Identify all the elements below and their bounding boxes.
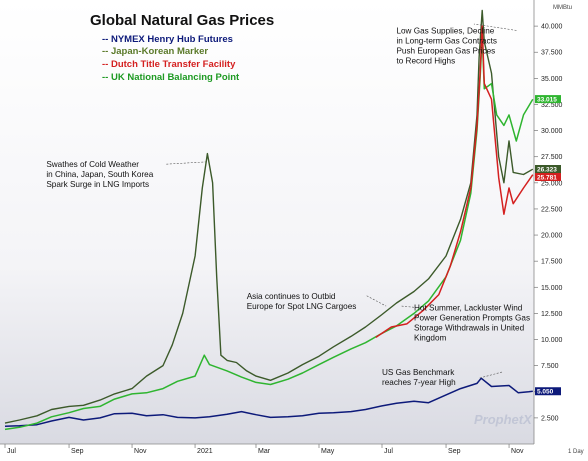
y-tick-label: 32.500 bbox=[541, 102, 563, 109]
y-tick-label: 40.000 bbox=[541, 24, 563, 31]
y-tick-label: 10.000 bbox=[541, 337, 563, 344]
series-line-japan-korean-marker bbox=[4, 9, 534, 424]
y-tick-label: 25.000 bbox=[541, 180, 563, 187]
annotation-text: Storage Withdrawals in United bbox=[414, 323, 525, 332]
x-tick-label: May bbox=[321, 448, 335, 455]
x-tick-label: Sep bbox=[448, 448, 461, 455]
annotation-text: Power Generation Prompts Gas bbox=[414, 313, 530, 322]
legend-ttf: -- Dutch Title Transfer Facility bbox=[102, 59, 236, 70]
last-value-badge bbox=[535, 95, 561, 104]
y-tick-label: 2.500 bbox=[541, 415, 559, 422]
y-tick-label: 7.500 bbox=[541, 363, 559, 370]
x-tick-label: Jul bbox=[384, 448, 393, 455]
legend-nbp: -- UK National Balancing Point bbox=[102, 72, 240, 83]
y-tick-label: 30.000 bbox=[541, 128, 563, 135]
annotation-text: reaches 7-year High bbox=[382, 378, 456, 387]
watermark: ProphetX bbox=[474, 412, 533, 427]
last-value-text: 25.781 bbox=[537, 174, 557, 181]
series-lines bbox=[4, 9, 534, 431]
right-axis-panel bbox=[534, 0, 588, 456]
y-tick-label: 17.500 bbox=[541, 259, 563, 266]
annotation-arrow bbox=[473, 23, 517, 31]
plot-background bbox=[0, 0, 534, 444]
annotation-text: Spark Surge in LNG Imports bbox=[46, 180, 149, 189]
series-line-uk-national-balancing-point bbox=[4, 35, 534, 431]
series-line-nymex-henry-hub-futures bbox=[4, 377, 533, 427]
y-tick-label: 35.000 bbox=[541, 76, 563, 83]
x-tick-label: 2021 bbox=[197, 448, 213, 455]
annotation-arrow bbox=[166, 161, 206, 165]
legend-jkm: -- Japan-Korean Marker bbox=[102, 46, 208, 57]
y-tick-label: 12.500 bbox=[541, 311, 563, 318]
annotation-text: Push European Gas Prices bbox=[396, 46, 495, 55]
interval-label: 1 Day bbox=[568, 449, 584, 455]
annotation-arrow bbox=[479, 371, 503, 379]
last-value-badge bbox=[535, 387, 561, 396]
series-line-dutch-title-transfer-facility bbox=[375, 25, 534, 339]
last-value-text: 33.015 bbox=[537, 96, 557, 103]
x-tick-label: Nov bbox=[511, 448, 524, 455]
annotation-text: Kingdom bbox=[414, 333, 446, 342]
legend-nymex: -- NYMEX Henry Hub Futures bbox=[102, 34, 233, 45]
annotation-text: Asia continues to Outbid bbox=[247, 292, 336, 301]
last-value-text: 5.050 bbox=[537, 389, 554, 396]
axis-ticks: 2.5005.0007.50010.00012.50015.00017.5002… bbox=[4, 24, 563, 455]
annotation-text: Hot Summer, Lackluster Wind bbox=[414, 303, 523, 312]
annotation-arrow bbox=[366, 295, 387, 307]
last-value-badge bbox=[535, 173, 561, 182]
last-value-text: 26.323 bbox=[537, 166, 557, 173]
y-tick-label: 27.500 bbox=[541, 154, 563, 161]
chart-title: Global Natural Gas Prices bbox=[90, 12, 274, 29]
annotation-text: Europe for Spot LNG Cargoes bbox=[247, 302, 357, 311]
annotation-text: Low Gas Supplies, Decline bbox=[396, 26, 494, 35]
x-tick-label: Jul bbox=[7, 448, 16, 455]
annotation-text: in Long-term Gas Contracts bbox=[396, 36, 497, 45]
x-tick-label: Nov bbox=[134, 448, 147, 455]
y-tick-label: 37.500 bbox=[541, 50, 563, 57]
y-tick-label: 20.000 bbox=[541, 233, 563, 240]
last-value-badge bbox=[535, 165, 561, 174]
annotation-text: in China, Japan, South Korea bbox=[46, 170, 153, 179]
annotation-text: US Gas Benchmark bbox=[382, 368, 455, 377]
annotation-text: to Record Highs bbox=[396, 56, 455, 65]
y-tick-label: 15.000 bbox=[541, 285, 563, 292]
x-tick-label: Mar bbox=[258, 448, 271, 455]
annotation-text: Swathes of Cold Weather bbox=[46, 160, 139, 169]
unit-label: MMBtu bbox=[553, 5, 572, 11]
x-tick-label: Sep bbox=[71, 448, 84, 455]
bottom-axis-panel bbox=[0, 444, 588, 456]
y-tick-label: 22.500 bbox=[541, 206, 563, 213]
